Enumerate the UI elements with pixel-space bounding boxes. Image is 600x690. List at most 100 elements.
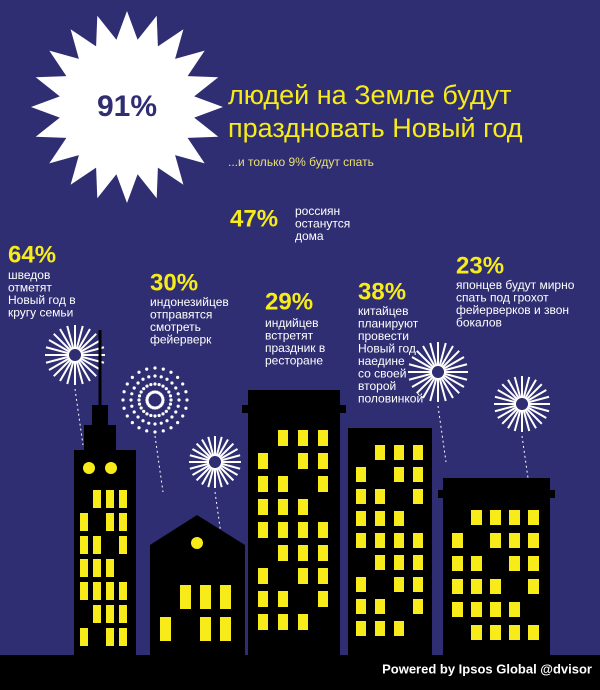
ray: [79, 339, 102, 353]
spark: [145, 384, 149, 388]
window: [490, 602, 501, 617]
ray: [59, 328, 73, 351]
spark: [176, 421, 180, 425]
window: [106, 513, 114, 531]
fact-text: дома: [295, 229, 324, 243]
fact-text: останутся: [295, 217, 350, 231]
spark: [130, 375, 134, 379]
clock: [105, 462, 117, 474]
spark: [181, 414, 185, 418]
spark: [149, 382, 153, 387]
ray: [440, 376, 454, 399]
spark: [130, 392, 134, 396]
spark: [153, 414, 157, 418]
window: [452, 533, 463, 548]
ray: [513, 376, 522, 399]
window: [258, 453, 268, 469]
fact-text: Новый год в: [8, 293, 76, 307]
fact-stat: 47%: [230, 205, 278, 232]
window: [318, 453, 328, 469]
ray: [408, 372, 433, 381]
spark: [136, 415, 140, 419]
window: [356, 599, 366, 614]
building-part: [92, 405, 108, 427]
spark: [181, 382, 185, 386]
window: [80, 559, 88, 577]
ray: [66, 325, 75, 350]
window: [278, 614, 288, 630]
spark: [157, 382, 161, 387]
window: [119, 605, 127, 623]
window: [490, 510, 501, 525]
ray: [79, 357, 102, 371]
fact-text: китайцев: [358, 304, 408, 318]
spark: [185, 398, 189, 402]
spark: [142, 409, 146, 413]
window: [413, 445, 423, 460]
spark: [169, 370, 173, 374]
fact-text: кругу семьи: [8, 306, 73, 320]
headline-stat: 91%: [97, 90, 157, 123]
ray: [442, 374, 465, 388]
ray: [442, 356, 465, 370]
spark: [170, 415, 174, 419]
spark: [165, 377, 169, 381]
window: [471, 625, 482, 640]
window: [106, 490, 114, 508]
window: [106, 559, 114, 577]
window: [119, 628, 127, 646]
window: [278, 522, 288, 538]
spark: [176, 404, 180, 408]
spark: [184, 390, 188, 394]
ray: [215, 436, 223, 457]
spark: [165, 419, 169, 423]
spark: [141, 419, 145, 423]
window: [258, 476, 268, 492]
ray: [201, 466, 213, 486]
ground: [0, 655, 600, 690]
window: [356, 511, 366, 526]
headline-text: людей на Земле будут: [228, 80, 511, 110]
window: [220, 585, 231, 609]
ray: [497, 406, 518, 419]
spark: [137, 398, 141, 402]
ray: [438, 342, 447, 367]
ray: [526, 406, 547, 419]
window: [318, 522, 328, 538]
fact-text: праздник в: [265, 341, 325, 355]
window: [298, 453, 308, 469]
fact-text: второй: [358, 379, 396, 393]
window: [375, 445, 385, 460]
ray: [59, 359, 73, 382]
window: [119, 536, 127, 554]
window: [509, 510, 520, 525]
spark: [145, 412, 149, 416]
ray: [220, 462, 241, 470]
ray: [77, 328, 91, 351]
window: [356, 577, 366, 592]
spark: [161, 367, 165, 371]
fact-stat: 64%: [8, 241, 56, 268]
spark: [137, 402, 142, 406]
spark: [147, 421, 151, 425]
ray: [411, 374, 434, 388]
fact-text: фейерверк: [150, 333, 212, 347]
ray: [45, 355, 70, 364]
fact-text: смотреть: [150, 320, 201, 334]
window: [509, 556, 520, 571]
window: [298, 499, 308, 515]
window: [93, 536, 101, 554]
ray: [440, 345, 454, 368]
ray: [494, 404, 517, 413]
spark: [141, 377, 145, 381]
spark: [121, 398, 125, 402]
ray: [501, 383, 519, 401]
fact-text: бокалов: [456, 316, 502, 330]
spark: [184, 406, 188, 410]
ray: [522, 376, 531, 399]
ray: [429, 377, 438, 402]
spark: [168, 402, 173, 406]
ray: [429, 342, 438, 367]
